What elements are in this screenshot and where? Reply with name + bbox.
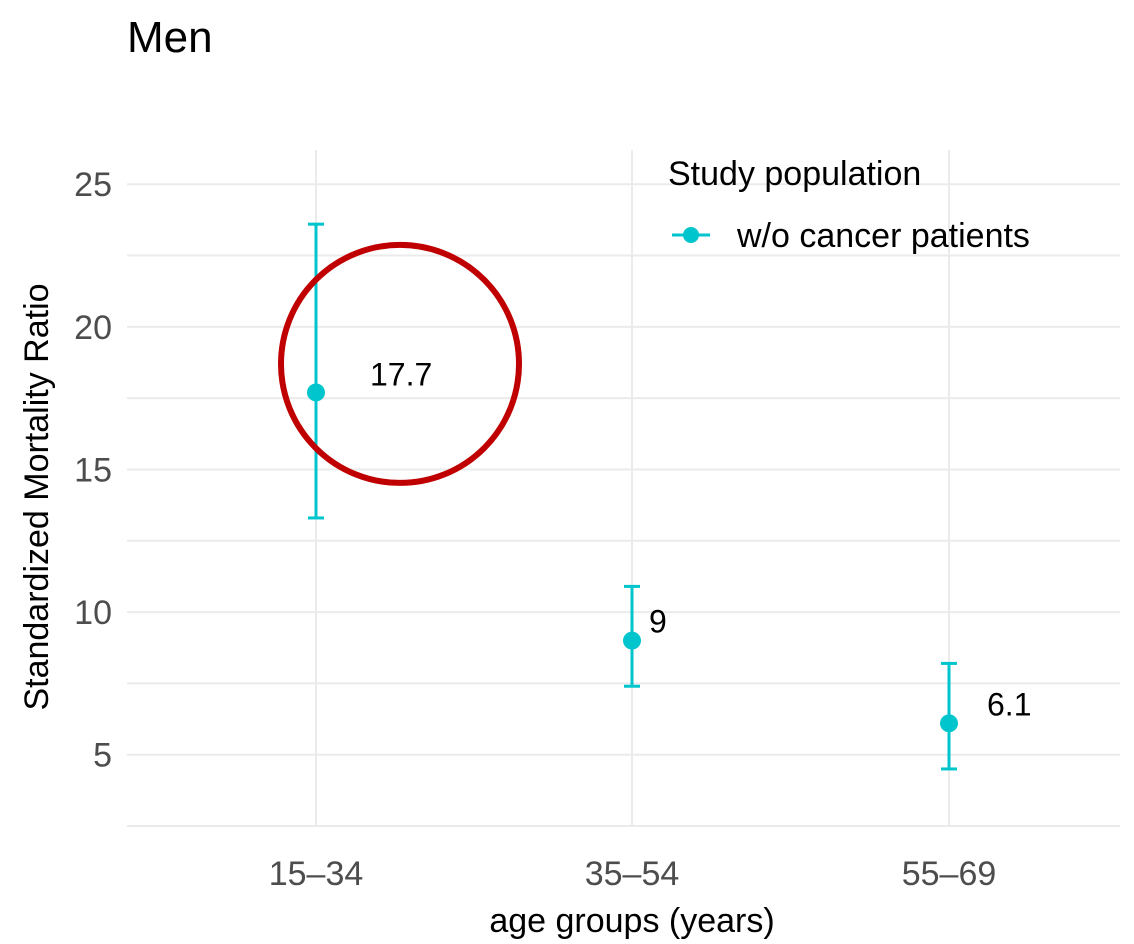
data-point [307, 383, 325, 402]
x-axis-ticks: 15–34 35–54 55–69 [269, 855, 997, 893]
legend: Study population w/o cancer patients [668, 155, 1030, 255]
data-marks: 17.7 9 6.1 [307, 222, 1031, 771]
y-axis-ticks: 5 10 15 20 25 [74, 166, 112, 774]
y-tick-label: 20 [74, 309, 112, 347]
data-label: 6.1 [987, 686, 1031, 722]
y-tick-label: 10 [74, 594, 112, 632]
x-tick-label: 35–54 [585, 855, 680, 893]
chart-title: Men [127, 13, 213, 62]
data-point [940, 714, 958, 733]
legend-title: Study population [668, 155, 921, 193]
highlight-circle [278, 241, 522, 486]
annotations [278, 241, 522, 486]
y-tick-label: 5 [93, 737, 112, 775]
data-label: 17.7 [370, 356, 432, 392]
y-tick-label: 25 [74, 166, 112, 204]
x-tick-label: 55–69 [902, 855, 997, 893]
data-label: 9 [649, 604, 667, 640]
data-point [623, 631, 641, 650]
x-tick-label: 15–34 [269, 855, 364, 893]
legend-key-point [683, 227, 699, 243]
y-axis-title: Standardized Mortality Ratio [18, 283, 56, 710]
legend-entry: w/o cancer patients [736, 217, 1030, 255]
y-tick-label: 15 [74, 451, 112, 489]
x-axis-title: age groups (years) [489, 902, 774, 940]
